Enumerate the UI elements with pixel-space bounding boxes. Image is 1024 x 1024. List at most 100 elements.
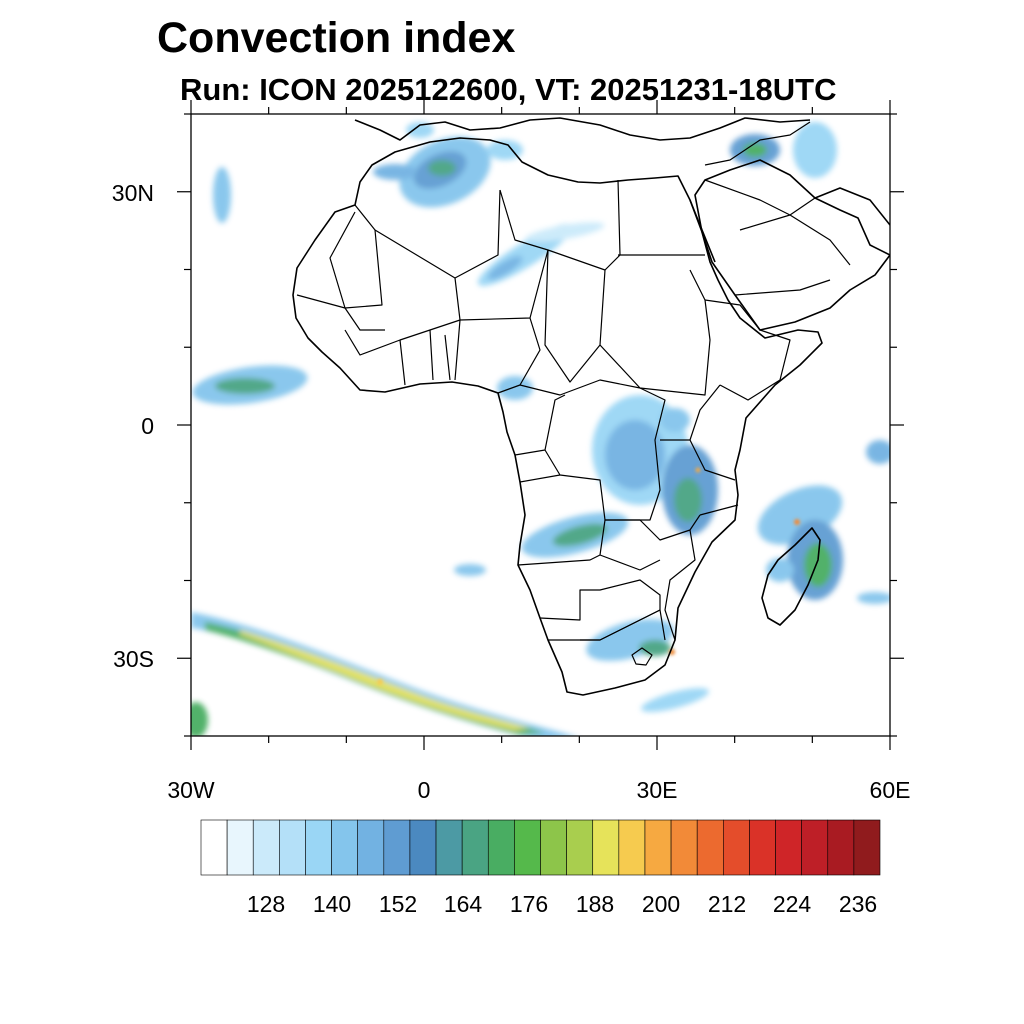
colorbar-swatch xyxy=(723,819,750,876)
field-southwest-corner xyxy=(191,702,208,736)
border-south-africa xyxy=(548,609,666,641)
field-lake-victoria xyxy=(660,408,690,432)
border-sudan-south xyxy=(599,269,711,396)
colorbar-swatch xyxy=(252,819,280,876)
border-lesotho xyxy=(631,647,653,666)
field-angola-core xyxy=(552,523,608,547)
colorbar-swatch xyxy=(279,819,306,876)
colorbar-swatch xyxy=(514,819,541,876)
field-lakes-core xyxy=(674,478,702,522)
border-arabia xyxy=(704,179,851,296)
colorbar-swatch xyxy=(749,819,776,876)
border-cameroon-car xyxy=(519,379,641,396)
colorbar-label: 224 xyxy=(773,891,812,917)
border-nigeria xyxy=(454,317,541,394)
field-south-atlantic-patch xyxy=(454,564,486,576)
field-north-edge xyxy=(406,122,434,138)
border-mozambique xyxy=(664,504,739,641)
border-west-africa xyxy=(344,319,461,356)
colorbar-swatch xyxy=(801,819,829,876)
field-atlas xyxy=(373,164,417,180)
chart-title: Convection index xyxy=(157,14,516,62)
colorbar-label: 176 xyxy=(510,891,548,917)
colorbar-label: 152 xyxy=(379,891,417,917)
colorbar-swatch xyxy=(331,819,358,876)
madagascar-coastline xyxy=(761,527,821,626)
persian-gulf-coast xyxy=(814,187,890,226)
colorbar-label: 212 xyxy=(708,891,746,917)
colorbar-label: 200 xyxy=(642,891,680,917)
colorbar-label: 128 xyxy=(247,891,285,917)
field-canary xyxy=(213,167,231,223)
field-madagascar-core xyxy=(804,543,832,587)
border-mauritania xyxy=(296,294,385,331)
border-zambia xyxy=(599,514,701,571)
colorbar-swatch xyxy=(775,819,802,876)
border-niger-chad xyxy=(454,249,549,321)
colorbar-swatch xyxy=(566,819,594,876)
field-south-atlantic-band-core xyxy=(240,630,530,730)
colorbar-swatch xyxy=(226,819,254,876)
lon-label-60e: 60E xyxy=(870,777,911,803)
axis-ticks xyxy=(177,100,904,750)
colorbar-label: 236 xyxy=(839,891,877,917)
colorbar-swatch xyxy=(592,819,620,876)
border-angola xyxy=(517,474,606,566)
colorbar-swatch xyxy=(670,819,698,876)
lat-label-30s: 30S xyxy=(113,646,154,672)
colorbar-label: 188 xyxy=(576,891,614,917)
border-lakes xyxy=(660,384,736,481)
border-congo xyxy=(514,394,566,456)
border-levant xyxy=(704,121,811,166)
field-madagascar-west xyxy=(766,558,794,582)
field-south-atlantic-band xyxy=(191,612,574,736)
border-ethiopia xyxy=(704,299,791,401)
lon-label-30e: 30E xyxy=(637,777,678,803)
field-central-africa-core xyxy=(605,420,665,490)
border-ghana-ivory xyxy=(399,329,451,386)
lat-label-30n: 30N xyxy=(112,180,154,206)
field-tunisia xyxy=(487,140,523,160)
colorbar-swatch xyxy=(357,819,385,876)
colorbar-label: 164 xyxy=(444,891,483,917)
colorbar-swatch xyxy=(853,819,881,876)
border-libya xyxy=(499,179,621,271)
field-egypt-streak xyxy=(525,222,605,242)
field-sahara-streak-core xyxy=(487,256,523,280)
colorbar-label: 140 xyxy=(313,891,351,917)
cell-lakes-hot xyxy=(695,467,701,473)
field-indian-ocean-south xyxy=(857,592,890,604)
field-south-africa-core xyxy=(639,640,671,656)
colorbar-labels: 128 140 152 164 176 188 200 212 224 236 xyxy=(247,891,877,917)
colorbar-swatch xyxy=(461,819,489,876)
colorbar-swatch xyxy=(644,819,672,876)
field-middle-east-core xyxy=(743,143,767,157)
colorbar-swatch xyxy=(540,819,567,876)
colorbar-swatch xyxy=(409,819,437,876)
colorbar-swatch xyxy=(618,819,646,876)
colorbar-swatch xyxy=(487,819,515,876)
convection-field xyxy=(191,122,890,736)
colorbar-swatch xyxy=(696,819,724,876)
mediterranean-north-coast xyxy=(354,117,811,141)
lon-label-30w: 30W xyxy=(167,777,215,803)
field-north-africa-center xyxy=(428,160,456,176)
lon-label-0: 0 xyxy=(418,777,431,803)
colorbar-swatch xyxy=(435,819,463,876)
coastlines xyxy=(292,117,890,696)
border-morocco-algeria xyxy=(329,204,383,309)
field-iran xyxy=(793,122,837,178)
cell-madagascar-hot xyxy=(794,519,800,525)
border-drc xyxy=(544,387,666,521)
country-borders xyxy=(296,121,851,666)
border-chad-sudan xyxy=(544,249,606,383)
arabia-coastline xyxy=(694,159,890,331)
colorbar-swatch xyxy=(383,819,411,876)
red-sea xyxy=(689,199,716,263)
colorbar xyxy=(200,819,881,876)
lat-label-0: 0 xyxy=(141,413,154,439)
colorbar-swatch xyxy=(305,819,332,876)
chart-subtitle: Run: ICON 2025122600, VT: 20251231-18UTC xyxy=(180,72,837,107)
field-atlantic-west-core xyxy=(215,378,275,394)
field-guinea xyxy=(497,376,533,400)
